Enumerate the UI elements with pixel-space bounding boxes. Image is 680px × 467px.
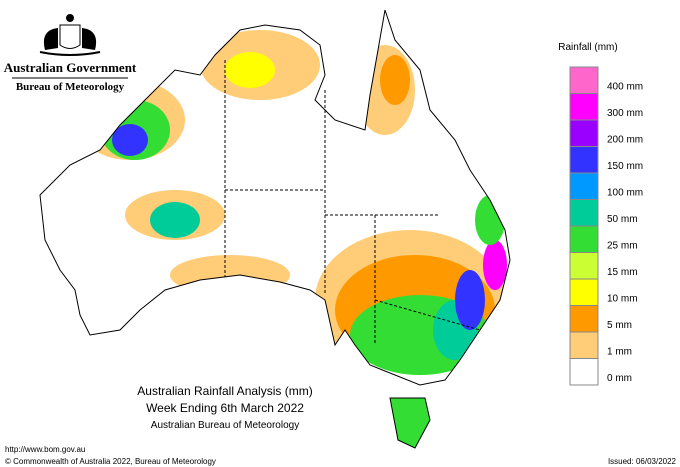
- legend-label: 10 mm: [607, 294, 638, 305]
- legend-label: 15 mm: [607, 267, 638, 278]
- legend: 400 mm 300 mm 200 mm 150 mm 100 mm 50 mm 25 mm…: [569, 66, 643, 386]
- footer-issued: Issued: 06/03/2022: [608, 457, 677, 466]
- coat-of-arms: [39, 14, 101, 56]
- legend-label: 1 mm: [607, 347, 632, 358]
- legend-label: 50 mm: [607, 214, 638, 225]
- legend-label: 300 mm: [607, 108, 643, 119]
- legend-swatch: [569, 305, 599, 333]
- legend-swatch: [569, 252, 599, 280]
- map-subtitle: Week Ending 6th March 2022: [146, 401, 304, 415]
- legend-label: 100 mm: [607, 188, 643, 199]
- legend-swatch: [569, 119, 599, 147]
- agency-name: Bureau of Meteorology: [16, 81, 125, 93]
- legend-label: 5 mm: [607, 320, 632, 331]
- legend-swatch: [569, 278, 599, 306]
- footer-copyright: © Commonwealth of Australia 2022, Bureau…: [5, 457, 216, 466]
- government-name: Australian Government: [4, 60, 137, 75]
- legend-swatch: [569, 199, 599, 227]
- australia-map: [39, 9, 511, 449]
- legend-swatch: [569, 93, 599, 121]
- map-title: Australian Rainfall Analysis (mm): [137, 384, 312, 398]
- legend-swatch: [569, 358, 599, 386]
- map-source: Australian Bureau of Meteorology: [151, 420, 299, 431]
- legend-swatch: [569, 66, 599, 94]
- legend-swatch: [569, 146, 599, 174]
- legend-swatch: [569, 172, 599, 200]
- legend-swatch: [569, 331, 599, 359]
- legend-title: Rainfall (mm): [558, 42, 617, 53]
- footer-url: http://www.bom.gov.au: [5, 445, 85, 454]
- legend-label: 400 mm: [607, 82, 643, 93]
- legend-label: 200 mm: [607, 135, 643, 146]
- legend-label: 0 mm: [607, 373, 632, 384]
- legend-swatch: [569, 225, 599, 253]
- legend-label: 150 mm: [607, 161, 643, 172]
- legend-label: 25 mm: [607, 241, 638, 252]
- tasmania: [389, 397, 431, 449]
